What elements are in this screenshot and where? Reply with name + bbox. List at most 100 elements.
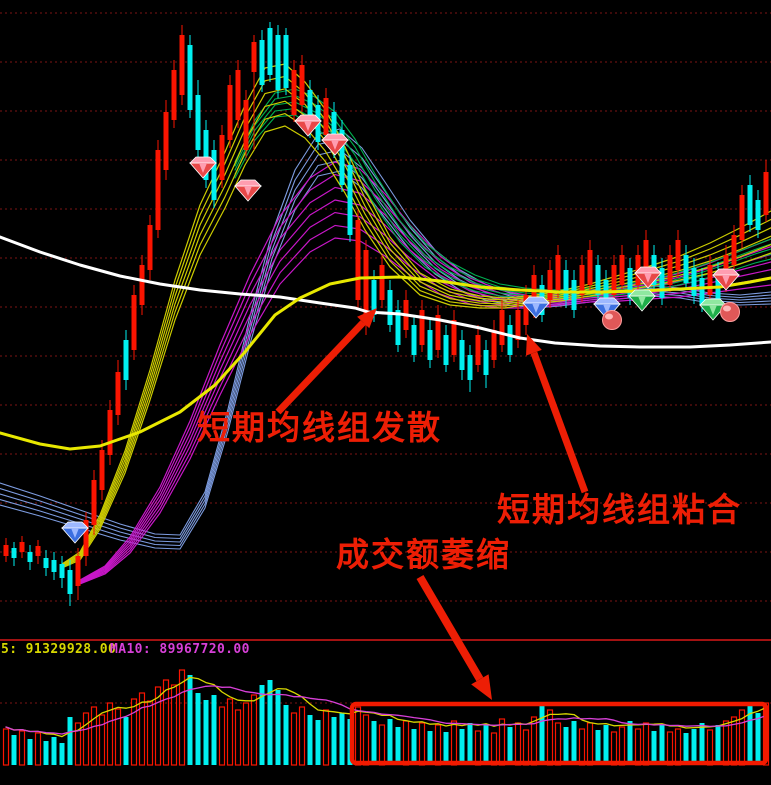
candle-body xyxy=(195,95,201,150)
candle-body xyxy=(587,250,593,285)
candle-body xyxy=(643,240,649,272)
candle-body xyxy=(739,195,745,240)
candle-body xyxy=(267,28,273,75)
volume-bar xyxy=(522,729,530,766)
candle-body xyxy=(435,315,441,350)
volume-bar xyxy=(114,708,122,766)
volume-bar xyxy=(666,731,674,766)
candle-body xyxy=(131,295,137,350)
volume-bar xyxy=(211,695,217,765)
candle-body xyxy=(547,270,553,300)
volume-bar xyxy=(234,709,242,766)
signal-diamond-green xyxy=(699,298,727,321)
volume-bar xyxy=(747,705,753,765)
green-ma-fan xyxy=(234,114,771,299)
candle-body xyxy=(419,310,425,345)
candle-body xyxy=(187,45,193,110)
volume-bar xyxy=(18,730,26,766)
candle-body xyxy=(699,278,705,305)
candle-body xyxy=(515,310,521,340)
volume-bar xyxy=(627,721,633,765)
volume-bar xyxy=(411,729,417,765)
candle-body xyxy=(675,240,681,270)
candle-body xyxy=(491,330,497,360)
candle-body xyxy=(251,42,257,72)
signal-gem-red xyxy=(321,133,349,156)
arrow-to-diverge-point xyxy=(275,320,366,415)
candle-body xyxy=(67,570,73,594)
volume-bar xyxy=(82,712,90,766)
volume-bar xyxy=(483,725,489,765)
candle-body xyxy=(483,350,489,375)
volume-bar xyxy=(554,722,562,766)
volume-highlight-box xyxy=(349,701,769,766)
volume-bar xyxy=(563,727,569,765)
candle-body xyxy=(331,112,337,152)
volume-bar xyxy=(2,728,10,766)
candle-body xyxy=(507,325,513,355)
volume-bar xyxy=(259,685,265,765)
volume-bar xyxy=(699,723,705,765)
candle-body xyxy=(43,558,49,568)
candle-body xyxy=(443,335,449,365)
signal-gem-red xyxy=(634,266,662,289)
signal-gem-red xyxy=(234,179,262,202)
candle-body xyxy=(219,135,225,180)
volume-bar xyxy=(250,694,258,766)
candle-body xyxy=(211,150,217,200)
candle-body xyxy=(59,564,65,578)
arrow-to-converge-point xyxy=(530,351,589,494)
volume-bar xyxy=(11,735,17,765)
volume-bar xyxy=(507,727,513,765)
volume-bar xyxy=(130,698,138,766)
volume-bar xyxy=(242,702,250,766)
candle-body xyxy=(355,220,361,300)
volume-bar xyxy=(90,706,98,766)
candle-body xyxy=(75,556,81,586)
volume-bar xyxy=(514,722,522,766)
volume-bar xyxy=(427,731,433,765)
volume-bar xyxy=(34,732,42,766)
volume-bar xyxy=(450,720,458,766)
candle-body xyxy=(379,265,385,300)
candle-body xyxy=(499,310,505,345)
candle-body xyxy=(323,98,329,135)
volume-bar xyxy=(138,692,146,766)
candle-body xyxy=(659,268,665,298)
candle-body xyxy=(99,450,105,490)
volume-bar xyxy=(722,720,730,766)
candle-body xyxy=(259,40,265,85)
candle-body xyxy=(107,410,113,455)
volume-bar xyxy=(539,702,545,765)
arrow-to-diverge-point-head xyxy=(357,308,377,329)
volume-bar xyxy=(275,690,281,765)
volume-bar xyxy=(618,726,626,766)
candle-body xyxy=(371,280,377,315)
candle-body xyxy=(307,90,313,130)
arrow-to-volume-box xyxy=(416,574,484,682)
candle-body xyxy=(459,340,465,370)
volume-bar xyxy=(59,743,65,765)
volume-bar xyxy=(498,718,506,766)
signal-gem-red xyxy=(712,268,740,291)
volume-bar xyxy=(98,714,106,766)
volume-bar xyxy=(586,722,594,766)
volume-bar xyxy=(226,698,234,766)
mid-term-ma-yellow xyxy=(0,275,771,451)
annotation-ma-converge: 短期均线组粘合 xyxy=(497,490,742,529)
volume-bar xyxy=(674,728,682,766)
candle-body xyxy=(451,320,457,355)
candle-body xyxy=(27,552,33,562)
signal-diamond-blue xyxy=(522,296,550,319)
candle-body xyxy=(91,480,97,525)
candle-body xyxy=(747,185,753,225)
candle-body xyxy=(299,65,305,105)
candle-body xyxy=(363,250,369,325)
candle-body xyxy=(275,35,281,90)
volume-bar xyxy=(331,717,337,765)
volume-bar xyxy=(51,737,57,765)
candle-body xyxy=(627,268,633,298)
magenta-ma-fan xyxy=(79,186,771,582)
